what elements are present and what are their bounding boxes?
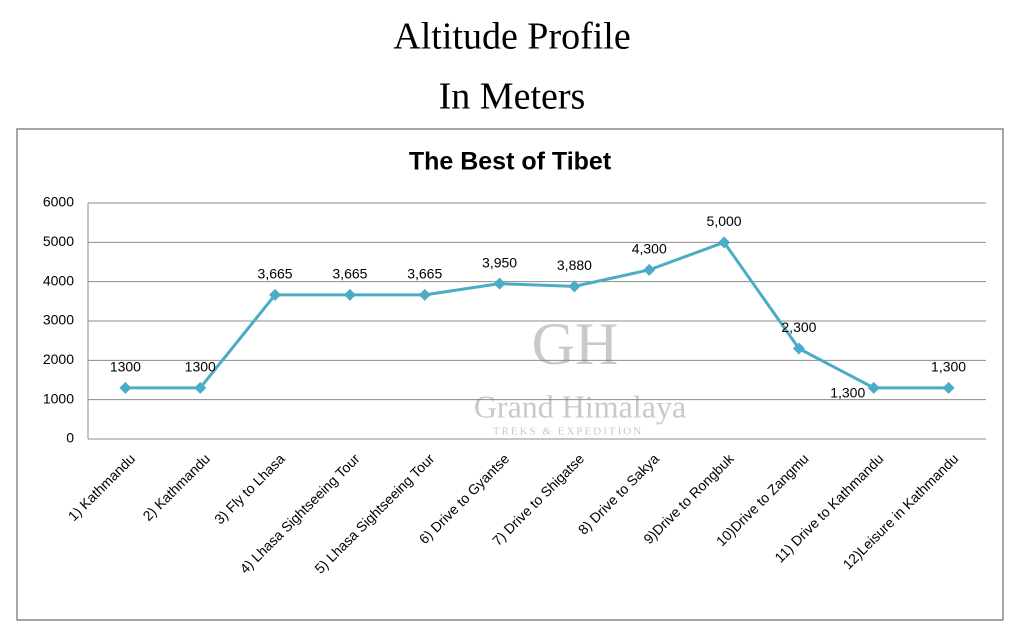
y-tick-label: 0 [66,430,74,446]
value-label: 3,665 [258,266,293,282]
value-label: 3,880 [557,257,592,273]
marker [942,381,955,394]
value-label: 4,300 [632,241,667,257]
marker [867,381,880,394]
marker [493,277,506,290]
watermark: TREKS & EXPEDITION [493,426,643,438]
value-label: 1300 [185,359,216,375]
y-tick-label: 2000 [43,351,74,367]
value-label: 5,000 [707,213,742,229]
y-tick-label: 6000 [43,194,74,210]
value-label: 1,300 [931,359,966,375]
watermark: GH [532,311,619,377]
marker [568,280,581,293]
value-label: 3,665 [332,266,367,282]
page-heading: Altitude Profile [393,16,630,58]
marker [792,342,805,355]
y-tick-label: 1000 [43,390,74,406]
marker [343,288,356,301]
marker [194,381,207,394]
chart-title: The Best of Tibet [409,148,612,176]
marker [643,263,656,276]
marker [718,236,731,249]
line [125,240,949,390]
watermark: Grand Himalaya [474,388,686,424]
y-tick-label: 4000 [43,272,74,288]
marker [418,288,431,301]
marker [269,288,282,301]
y-tick-label: 3000 [43,312,74,328]
value-label: 1,300 [830,385,865,401]
value-label: 1300 [110,359,141,375]
marker [119,381,132,394]
value-label: 3,950 [482,254,517,270]
y-tick-label: 5000 [43,233,74,249]
page-heading: In Meters [439,76,586,118]
value-label: 3,665 [407,266,442,282]
value-label: 2,300 [781,319,816,335]
chart-frame [16,128,1004,621]
